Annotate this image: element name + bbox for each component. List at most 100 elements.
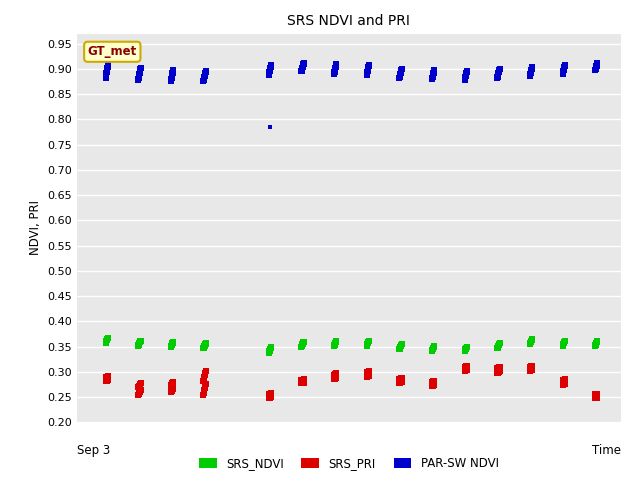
- Point: [590, 67, 600, 74]
- Point: [493, 69, 504, 76]
- Point: [460, 74, 470, 82]
- Point: [198, 76, 209, 84]
- Point: [493, 342, 504, 350]
- Point: [103, 372, 113, 380]
- Point: [264, 68, 275, 76]
- Point: [493, 369, 503, 376]
- Point: [264, 390, 274, 398]
- Point: [591, 62, 602, 70]
- Point: [134, 389, 144, 397]
- Point: [460, 72, 470, 80]
- Point: [266, 61, 276, 69]
- Point: [102, 66, 112, 74]
- Point: [461, 68, 472, 75]
- Point: [265, 66, 275, 73]
- Point: [266, 62, 276, 70]
- Point: [493, 369, 503, 376]
- Point: [592, 394, 602, 401]
- Point: [102, 62, 113, 70]
- Point: [593, 337, 603, 345]
- Point: [201, 381, 211, 388]
- Point: [100, 74, 111, 82]
- Point: [427, 75, 437, 83]
- Point: [395, 344, 405, 352]
- Point: [493, 341, 504, 348]
- Point: [559, 376, 570, 384]
- Point: [198, 344, 209, 352]
- Point: [266, 389, 276, 397]
- Point: [591, 63, 602, 71]
- Point: [461, 69, 472, 76]
- Point: [100, 338, 111, 346]
- Point: [297, 66, 307, 73]
- Point: [363, 339, 373, 347]
- Point: [135, 338, 145, 346]
- Point: [427, 346, 437, 354]
- Point: [134, 70, 145, 77]
- Point: [102, 336, 112, 344]
- Point: [297, 65, 307, 72]
- Point: [493, 73, 503, 81]
- Point: [200, 340, 211, 348]
- Point: [332, 369, 342, 377]
- Point: [559, 63, 570, 71]
- Point: [461, 72, 471, 80]
- Point: [494, 363, 504, 371]
- Point: [559, 66, 569, 73]
- Point: [591, 341, 601, 348]
- Point: [461, 345, 471, 353]
- Point: [101, 377, 111, 384]
- Point: [591, 390, 601, 398]
- Point: [330, 371, 340, 378]
- Point: [492, 74, 502, 82]
- Point: [492, 369, 502, 377]
- Point: [460, 362, 470, 370]
- Point: [591, 390, 602, 398]
- Point: [394, 74, 404, 82]
- Point: [166, 341, 177, 349]
- Point: [394, 345, 404, 352]
- Point: [462, 362, 472, 370]
- Point: [362, 67, 372, 75]
- Point: [493, 343, 503, 350]
- Point: [134, 390, 144, 397]
- Point: [592, 60, 602, 68]
- Point: [102, 373, 112, 381]
- Point: [298, 376, 308, 384]
- Point: [557, 342, 568, 349]
- Point: [591, 65, 601, 73]
- Point: [167, 380, 177, 387]
- Point: [166, 381, 177, 389]
- Point: [364, 62, 374, 70]
- Point: [460, 363, 470, 371]
- Point: [330, 69, 340, 76]
- Point: [266, 344, 276, 351]
- Point: [493, 68, 504, 75]
- Point: [493, 72, 503, 80]
- Point: [395, 73, 405, 81]
- Point: [298, 341, 308, 348]
- Point: [297, 379, 307, 387]
- Point: [101, 337, 111, 345]
- Point: [395, 379, 405, 386]
- Point: [495, 368, 505, 375]
- Point: [265, 67, 275, 74]
- Point: [363, 64, 373, 72]
- Point: [559, 337, 570, 345]
- Point: [558, 376, 568, 384]
- Point: [200, 383, 211, 390]
- Point: [558, 340, 568, 348]
- Point: [329, 371, 339, 379]
- Point: [395, 344, 405, 351]
- Point: [525, 363, 535, 371]
- Title: SRS NDVI and PRI: SRS NDVI and PRI: [287, 14, 410, 28]
- Point: [558, 67, 568, 74]
- Point: [298, 376, 308, 384]
- Point: [198, 391, 209, 398]
- Point: [493, 364, 504, 372]
- Point: [591, 339, 602, 347]
- Point: [558, 69, 568, 76]
- Point: [395, 72, 405, 80]
- Point: [559, 62, 570, 70]
- Point: [264, 394, 275, 402]
